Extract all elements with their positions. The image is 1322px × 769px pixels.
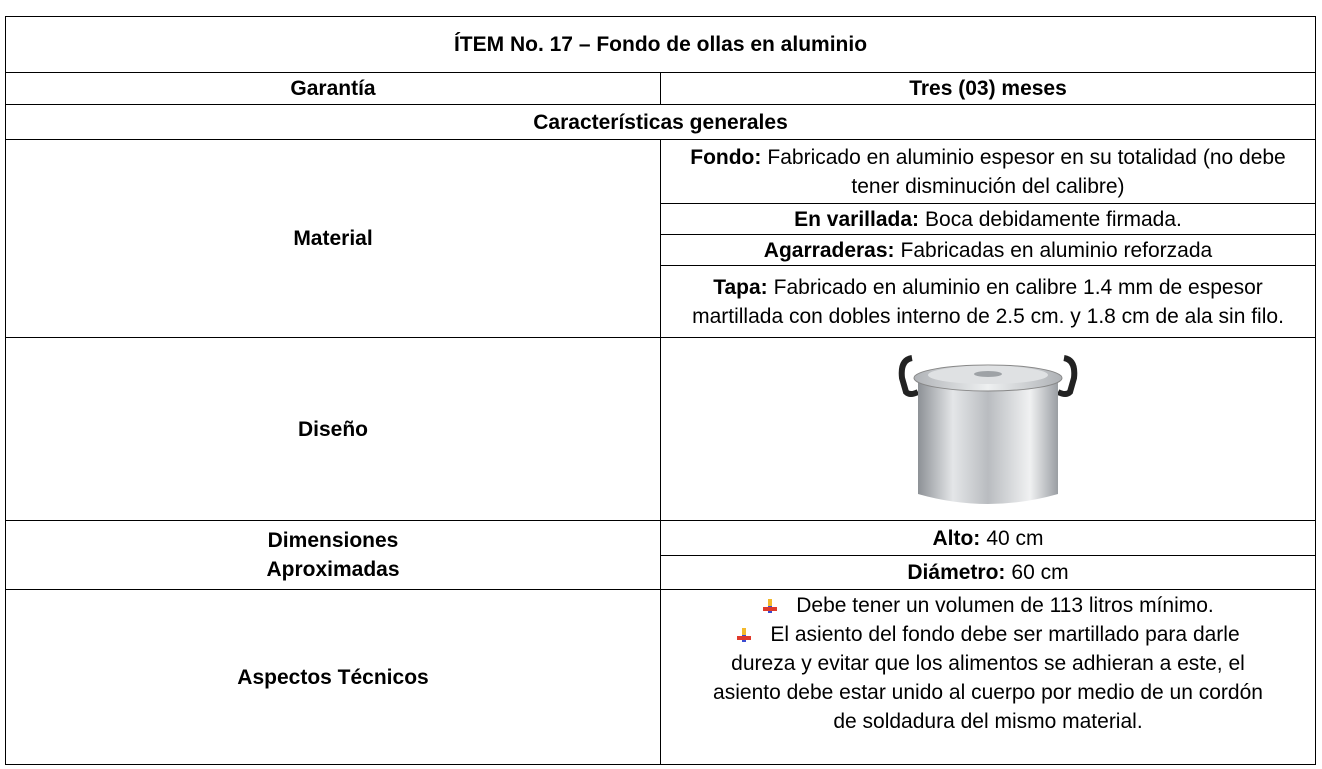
text: 40 cm bbox=[986, 526, 1044, 550]
text: Fabricadas en aluminio reforzada bbox=[900, 238, 1213, 262]
dimensions-label: Dimensiones Aproximadas bbox=[5, 520, 661, 590]
dimension-item: Alto: 40 cm bbox=[660, 520, 1316, 556]
term: En varillada: bbox=[794, 207, 920, 231]
material-item: Fondo: Fabricado en aluminio espesor en s… bbox=[660, 139, 1316, 204]
term: Alto: bbox=[932, 526, 981, 550]
dimension-item: Diámetro: 60 cm bbox=[660, 555, 1316, 590]
term: Fondo: bbox=[690, 145, 762, 169]
label-line: Dimensiones bbox=[267, 529, 399, 552]
design-image-cell bbox=[660, 337, 1316, 521]
term: Agarraderas: bbox=[763, 238, 895, 262]
design-label: Diseño bbox=[5, 337, 661, 521]
bullet-text: Debe tener un volumen de 113 litros míni… bbox=[796, 594, 1214, 617]
text: Fabricado en aluminio en calibre 1.4 mm … bbox=[692, 275, 1284, 328]
bullet-icon bbox=[763, 599, 778, 613]
material-item: En varillada: Boca debidamente firmada. bbox=[660, 203, 1316, 235]
title-text: ÍTEM No. 17 – Fondo de ollas en aluminio bbox=[453, 33, 868, 56]
term: Tapa: bbox=[713, 275, 768, 299]
label-line: Aproximadas bbox=[266, 558, 400, 581]
term: Diámetro: bbox=[907, 561, 1006, 584]
technical-cell: Debe tener un volumen de 113 litros míni… bbox=[660, 589, 1316, 765]
title: ÍTEM No. 17 – Fondo de ollas en aluminio bbox=[5, 16, 1316, 73]
warranty-label: Garantía bbox=[5, 72, 661, 105]
bullet-icon bbox=[737, 628, 752, 642]
section-title: Características generales bbox=[5, 104, 1316, 140]
pot-image bbox=[898, 355, 1078, 504]
material-item: Agarraderas: Fabricadas en aluminio refor… bbox=[660, 234, 1316, 266]
material-item: Tapa: Fabricado en aluminio en calibre 1.… bbox=[660, 265, 1316, 338]
bullet-text: El asiento del fondo debe ser martillado… bbox=[713, 623, 1263, 733]
spec-table: ÍTEM No. 17 – Fondo de ollas en aluminio… bbox=[5, 16, 1316, 765]
text: 60 cm bbox=[1011, 561, 1069, 584]
bullet: Debe tener un volumen de 113 litros míni… bbox=[665, 591, 1311, 620]
technical-label: Aspectos Técnicos bbox=[5, 589, 661, 765]
warranty-value: Tres (03) meses bbox=[660, 72, 1316, 105]
material-label: Material bbox=[5, 139, 661, 338]
text: Boca debidamente firmada. bbox=[925, 207, 1182, 231]
text: Fabricado en aluminio espesor en su tota… bbox=[767, 145, 1286, 198]
bullet: El asiento del fondo debe ser martillado… bbox=[665, 620, 1311, 736]
